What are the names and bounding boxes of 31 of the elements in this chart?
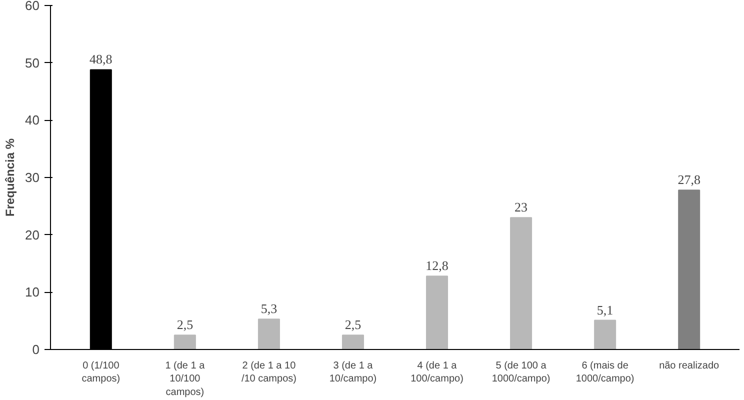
bar xyxy=(678,190,700,350)
y-tick-label: 20 xyxy=(25,227,40,242)
y-tick-label: 10 xyxy=(25,284,40,300)
data-label: 5,1 xyxy=(596,302,614,318)
y-tick-label: 40 xyxy=(25,112,40,128)
bar xyxy=(510,217,532,350)
y-tick-label: 0 xyxy=(32,342,40,357)
data-label: 23 xyxy=(514,200,528,215)
data-label: 48,8 xyxy=(90,52,112,67)
x-tick-label: 5 (de 100 a 1000/campo) xyxy=(492,360,550,385)
y-axis-title: Frequência % xyxy=(3,138,18,217)
x-tick-label: 2 (de 1 a 10 /10 campos) xyxy=(241,360,296,385)
bar xyxy=(426,276,448,350)
x-tick-label: 6 (mais de 1000/campo) xyxy=(576,360,634,385)
x-tick-label: 0 (1/100 campos) xyxy=(82,360,120,385)
bar xyxy=(174,334,196,350)
x-tick-label: 1 (de 1 a 10/100 campos) xyxy=(165,360,206,398)
data-label: 27,8 xyxy=(678,172,700,188)
data-label: 5,3 xyxy=(260,301,278,316)
data-label: 2,5 xyxy=(344,317,362,332)
bar xyxy=(258,318,280,350)
bar xyxy=(594,320,616,350)
bar xyxy=(342,334,364,350)
y-tick-label: 60 xyxy=(25,0,40,13)
x-tick-label: 3 (de 1 a 10/campo) xyxy=(329,360,377,385)
x-tick-label: não realizado xyxy=(659,360,720,372)
y-tick-label: 30 xyxy=(25,170,40,185)
x-tick-label: 4 (de 1 a 100/campo) xyxy=(410,360,464,385)
data-label: 12,8 xyxy=(426,258,448,274)
data-label: 2,5 xyxy=(176,317,194,332)
y-tick-label: 50 xyxy=(25,55,40,70)
